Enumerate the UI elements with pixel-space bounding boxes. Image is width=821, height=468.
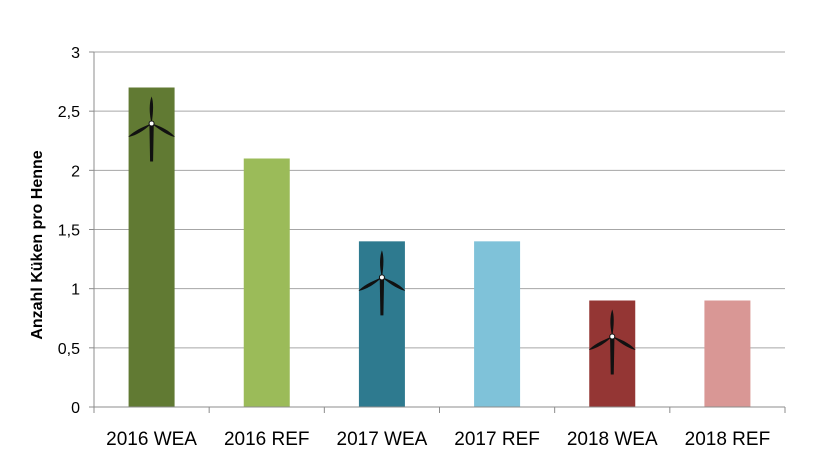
y-tick-label: 0,5 [58,341,80,358]
x-tick-label: 2018 WEA [567,429,658,450]
y-axis-ticks: 0 0,5 1 1,5 2 2,5 3 [58,45,94,417]
y-tick-label: 1 [71,282,80,299]
x-axis-ticks: 2016 WEA 2016 REF 2017 WEA 2017 REF 2018 WEA… [106,429,770,450]
gridlines [94,51,785,349]
axes [93,52,786,413]
y-tick-label: 1,5 [58,223,80,240]
wind-turbine-icon [588,309,636,375]
bar [243,158,290,407]
x-tick-label: 2016 REF [224,429,310,450]
bar [704,300,751,407]
y-tick-label: 3 [71,45,80,62]
x-tick-label: 2018 REF [685,429,771,450]
bar [474,241,521,407]
x-tick-label: 2017 WEA [337,429,428,450]
y-tick-label: 0 [71,400,80,417]
turbine-icons [128,96,636,375]
y-tick-label: 2,5 [58,104,80,121]
y-axis-label: Anzahl Küken pro Henne [29,150,46,339]
x-tick-label: 2017 REF [454,429,540,450]
x-tick-label: 2016 WEA [106,429,197,450]
wind-turbine-icon [128,96,175,162]
bars [128,87,751,407]
wind-turbine-icon [358,250,406,316]
y-tick-label: 2 [71,163,80,180]
